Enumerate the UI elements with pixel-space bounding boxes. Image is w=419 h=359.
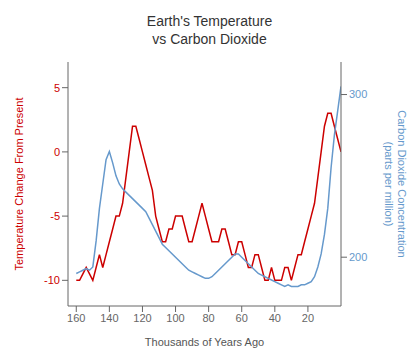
svg-text:Thousands of Years Ago: Thousands of Years Ago [145,336,264,348]
svg-text:0: 0 [54,146,60,158]
svg-text:20: 20 [302,312,314,324]
svg-text:140: 140 [100,312,118,324]
html-text:Carbon Dioxide Concentration (: Carbon Dioxide Concentration (parts per … [383,110,408,258]
svg-text:100: 100 [166,312,184,324]
svg-text:-5: -5 [50,210,60,222]
svg-text:-10: -10 [44,274,60,286]
html-text:Earth's Temperature vs Carbon: Earth's Temperature vs Carbon Dioxide [146,13,273,47]
svg-text:5: 5 [54,82,60,94]
svg-text:40: 40 [269,312,281,324]
svg-text:60: 60 [236,312,248,324]
svg-text:160: 160 [67,312,85,324]
svg-text:300: 300 [349,88,367,100]
svg-text:120: 120 [133,312,151,324]
svg-text:200: 200 [349,251,367,263]
html-text:Temperature Change From Presen: Temperature Change From Present [12,97,25,271]
svg-text:80: 80 [203,312,215,324]
